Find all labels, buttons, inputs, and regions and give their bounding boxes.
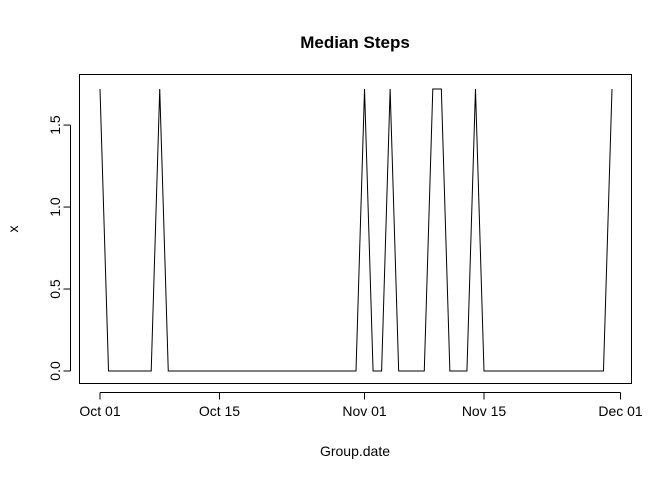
y-axis-label: x xyxy=(5,226,21,233)
x-tick-label: Nov 15 xyxy=(462,403,507,419)
x-tick-label: Nov 01 xyxy=(342,403,387,419)
y-axis: 0.0 0.5 1.0 1.5 xyxy=(47,115,71,381)
x-tick-label: Oct 15 xyxy=(199,403,240,419)
y-tick-label: 1.0 xyxy=(47,197,63,217)
y-tick-label: 0.0 xyxy=(47,361,63,381)
x-tick-label: Oct 01 xyxy=(79,403,120,419)
plot-frame xyxy=(79,74,632,384)
y-tick-label: 0.5 xyxy=(47,279,63,299)
x-axis: Oct 01 Oct 15 Nov 01 Nov 15 Dec 01 xyxy=(79,392,643,419)
x-axis-label: Group.date xyxy=(320,443,390,459)
y-tick-label: 1.5 xyxy=(47,115,63,135)
chart-title: Median Steps xyxy=(300,33,410,52)
series-line xyxy=(99,88,613,372)
series-layer xyxy=(99,88,613,372)
x-tick-label: Dec 01 xyxy=(598,403,643,419)
